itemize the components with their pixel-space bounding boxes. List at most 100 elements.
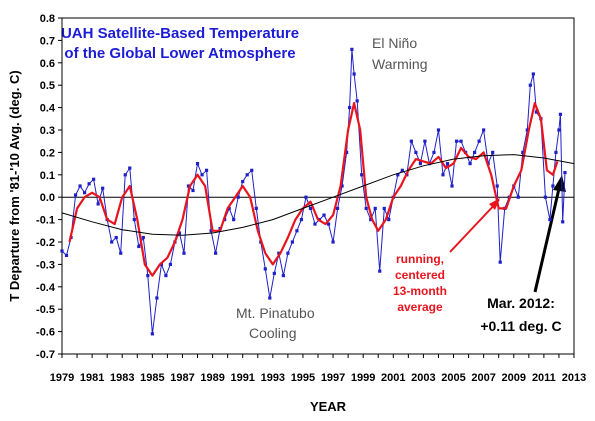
monthly-anomaly-point [436, 128, 441, 132]
monthly-anomaly-point [295, 229, 299, 233]
monthly-anomaly-line [61, 49, 566, 334]
monthly-anomaly-point [400, 168, 404, 172]
y-tick-label: -0.6 [36, 327, 55, 339]
monthly-anomaly-point [373, 206, 377, 210]
monthly-anomaly-point [236, 195, 240, 199]
running-average-line [68, 102, 559, 277]
monthly-anomaly-point [245, 173, 249, 177]
monthly-anomaly-point [64, 253, 69, 258]
el-nino-label-line-1: El Niño [372, 35, 417, 51]
monthly-anomaly-point [432, 150, 436, 154]
monthly-anomaly-point [299, 218, 304, 222]
monthly-anomaly-point [200, 173, 204, 177]
monthly-anomaly-point [348, 106, 352, 110]
trend-curve [61, 154, 575, 236]
x-tick-label: 2013 [562, 372, 586, 384]
monthly-anomaly-point [378, 269, 382, 273]
y-tick-label: -0.3 [36, 259, 55, 271]
running-label-line-3: 13-month [393, 284, 447, 298]
monthly-anomaly-point [561, 220, 565, 224]
monthly-anomaly-point [114, 235, 118, 240]
monthly-anomaly-point [272, 271, 276, 275]
x-tick-label: 1989 [200, 372, 224, 384]
monthly-anomaly-point [186, 184, 191, 188]
monthly-anomaly-point [182, 251, 186, 255]
x-tick-label: 1985 [140, 372, 164, 384]
monthly-anomaly-point [468, 162, 472, 166]
y-tick-label: 0.7 [40, 35, 55, 47]
x-tick-label: 2005 [441, 372, 465, 384]
monthly-anomaly-point [482, 128, 486, 132]
latest-label-line-1: Mar. 2012: [487, 295, 555, 311]
monthly-anomaly-point [563, 170, 567, 175]
y-tick-label: 0.1 [40, 170, 55, 182]
latest-value-arrow [533, 179, 563, 293]
x-tick-label: 2003 [411, 372, 435, 384]
monthly-anomaly-point [459, 139, 463, 143]
x-axis-title: YEAR [310, 399, 347, 414]
running-label-line-2: centered [395, 268, 445, 282]
monthly-anomaly-point [331, 240, 335, 244]
y-tick-label: 0.3 [40, 125, 55, 137]
monthly-anomaly-point [263, 267, 267, 271]
monthly-anomaly-point [128, 166, 132, 170]
monthly-anomaly-point [548, 218, 552, 222]
monthly-anomaly-point [418, 162, 422, 166]
monthly-anomaly-point [209, 229, 213, 233]
x-tick-label: 1993 [261, 372, 285, 384]
x-tick-label: 2011 [532, 372, 556, 384]
pinatubo-label-line-2: Cooling [249, 325, 296, 341]
monthly-anomaly-point [308, 206, 313, 210]
x-tick-label: 1991 [230, 372, 254, 384]
monthly-anomaly-point [232, 218, 236, 222]
monthly-anomaly-point [73, 193, 78, 197]
x-tick-label: 2007 [471, 372, 495, 384]
monthly-anomaly-point [110, 240, 114, 244]
monthly-anomaly-point [387, 218, 391, 222]
y-tick-label: -0.1 [36, 215, 55, 227]
monthly-anomaly-point [101, 186, 105, 190]
x-tick-label: 1983 [110, 372, 134, 384]
monthly-anomaly-point [304, 195, 308, 199]
monthly-anomaly-point [281, 274, 285, 278]
y-tick-label: 0.6 [40, 58, 55, 70]
monthly-anomaly-point [355, 99, 359, 103]
monthly-anomaly-point [137, 244, 141, 249]
monthly-anomaly-point [87, 182, 91, 186]
monthly-anomaly-point [123, 173, 127, 177]
monthly-anomaly-point [96, 202, 100, 206]
monthly-anomaly-point [473, 150, 477, 154]
latest-label-line-2: +0.11 deg. C [480, 318, 561, 334]
x-tick-label: 2001 [381, 372, 405, 384]
monthly-anomaly-point [250, 168, 254, 172]
monthly-anomaly-point [164, 274, 168, 278]
y-tick-label: 0.5 [40, 80, 55, 92]
x-tick-label: 2009 [502, 372, 526, 384]
monthly-anomaly-point [326, 222, 331, 226]
monthly-anomaly-point [534, 110, 538, 114]
running-label-line-1: running, [396, 252, 444, 266]
monthly-anomaly-point [214, 251, 218, 255]
monthly-anomaly-point [141, 235, 145, 240]
monthly-anomaly-point [277, 251, 281, 255]
monthly-anomaly-point [340, 184, 344, 188]
x-tick-label: 1979 [50, 372, 74, 384]
monthly-anomaly-point [335, 206, 340, 210]
monthly-anomaly-point [414, 150, 418, 154]
pinatubo-label-line-1: Mt. Pinatubo [236, 305, 315, 321]
monthly-anomaly-point [521, 150, 525, 154]
monthly-anomaly-point [495, 184, 499, 188]
running-label-line-4: average [397, 300, 443, 314]
monthly-anomaly-point [396, 173, 400, 177]
monthly-anomaly-point [516, 195, 520, 199]
monthly-anomaly-point [528, 83, 532, 87]
y-tick-label: 0.8 [40, 13, 55, 25]
x-tick-label: 1981 [80, 372, 104, 384]
monthly-anomaly-point [286, 251, 290, 255]
monthly-anomaly-point [369, 218, 373, 222]
y-tick-label: -0.4 [36, 282, 56, 294]
monthly-anomaly-point [445, 162, 450, 166]
monthly-anomaly-point [227, 206, 231, 210]
monthly-anomaly-point [254, 206, 258, 210]
